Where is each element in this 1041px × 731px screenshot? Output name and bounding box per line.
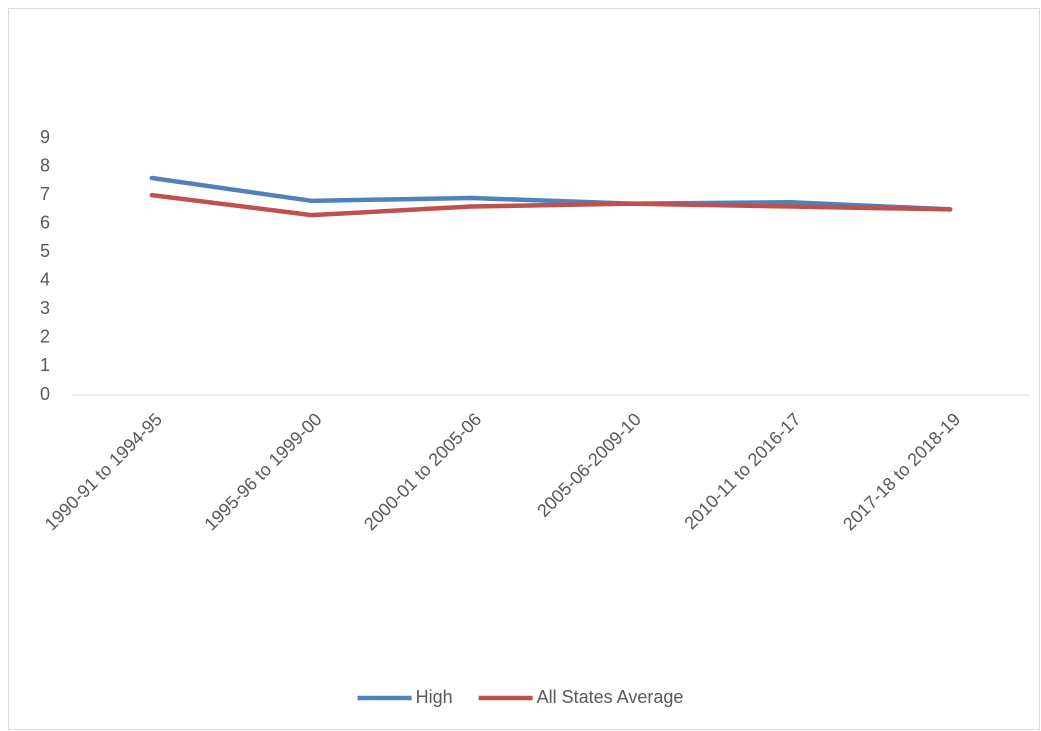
y-tick-label: 8 <box>40 155 50 175</box>
legend-label: High <box>416 687 453 707</box>
chart-border <box>8 8 1040 730</box>
y-tick-label: 2 <box>40 327 50 347</box>
y-tick-label: 0 <box>40 384 50 404</box>
y-tick-label: 5 <box>40 241 50 261</box>
line-series <box>149 175 953 212</box>
y-tick-label: 9 <box>40 127 50 147</box>
y-tick-label: 4 <box>40 270 50 290</box>
legend-label: All States Average <box>537 687 684 707</box>
y-tick-label: 3 <box>40 298 50 318</box>
y-tick-label: 1 <box>40 355 50 375</box>
line-series <box>149 192 953 218</box>
y-tick-label: 7 <box>40 184 50 204</box>
y-tick-label: 6 <box>40 212 50 232</box>
